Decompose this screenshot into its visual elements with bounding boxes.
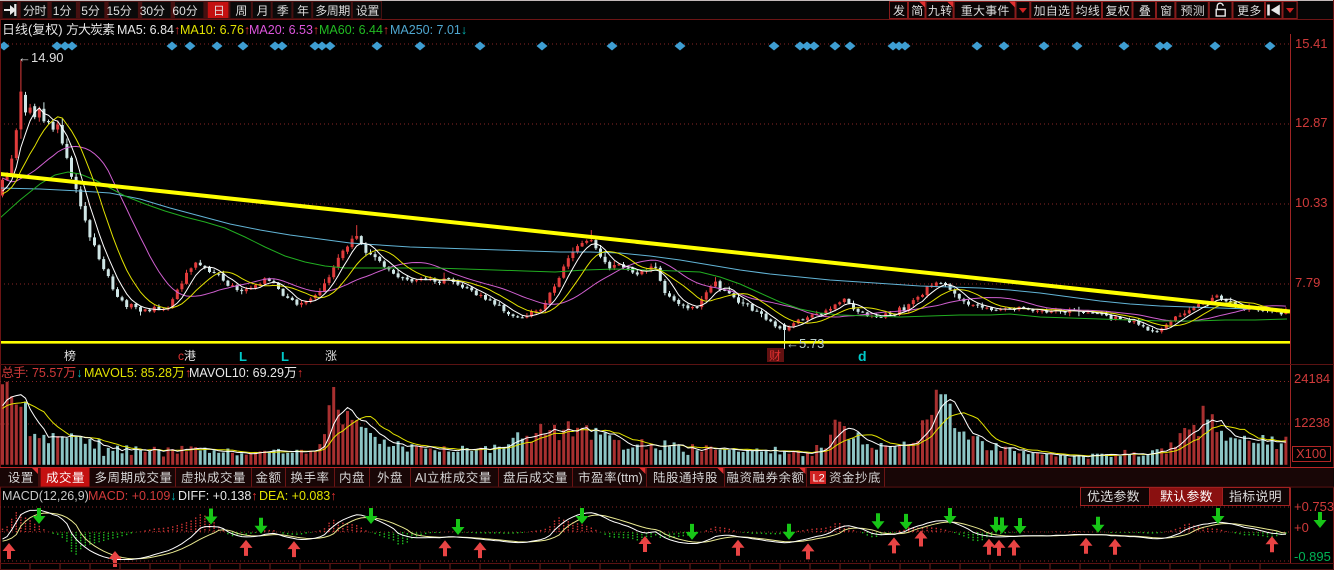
svg-text:←14.90: ←14.90 — [18, 50, 64, 65]
svg-text:MA60: 6.44: MA60: 6.44 — [319, 23, 383, 37]
svg-text:10.33: 10.33 — [1295, 195, 1328, 210]
svg-text:↑: ↑ — [185, 366, 191, 380]
svg-text:: 75.57: : 75.57 — [25, 366, 63, 380]
svg-text:←5.73: ←5.73 — [786, 336, 824, 351]
svg-text:(ttm): (ttm) — [617, 471, 643, 485]
svg-text:L: L — [239, 349, 247, 364]
svg-text:MA10: 6.76: MA10: 6.76 — [180, 23, 244, 37]
svg-text:↓: ↓ — [461, 23, 467, 37]
svg-text:↑: ↑ — [251, 489, 257, 503]
svg-text:1: 1 — [53, 4, 60, 18]
svg-text:+0: +0 — [1294, 520, 1309, 535]
svg-text:MAVOL10: 69.29: MAVOL10: 69.29 — [189, 366, 284, 380]
svg-text:12.87: 12.87 — [1295, 115, 1328, 130]
svg-text:d: d — [858, 348, 867, 364]
svg-text:+0.753: +0.753 — [1294, 499, 1334, 514]
svg-text:MAVOL5: 85.28: MAVOL5: 85.28 — [84, 366, 172, 380]
svg-text:MA250: 7.01: MA250: 7.01 — [390, 23, 461, 37]
svg-text:X100: X100 — [1296, 446, 1326, 461]
svg-text:c: c — [178, 349, 184, 363]
svg-text:60: 60 — [172, 4, 186, 18]
svg-text:↑: ↑ — [244, 23, 250, 37]
svg-text:DIFF: +0.138: DIFF: +0.138 — [178, 489, 251, 503]
svg-text:DEA: +0.083: DEA: +0.083 — [259, 489, 330, 503]
svg-text:-0.895: -0.895 — [1294, 549, 1331, 564]
svg-text:): ) — [58, 22, 62, 37]
svg-text:30: 30 — [140, 4, 154, 18]
svg-text:15.41: 15.41 — [1295, 36, 1328, 51]
svg-text:↑: ↑ — [297, 366, 303, 380]
svg-text:12238: 12238 — [1294, 415, 1330, 430]
svg-text:↑: ↑ — [313, 23, 319, 37]
svg-text:(: ( — [28, 22, 33, 37]
svg-text:↑: ↑ — [383, 23, 389, 37]
svg-text:AI: AI — [415, 471, 427, 485]
svg-text:L2: L2 — [813, 473, 825, 485]
svg-text:↓: ↓ — [170, 489, 176, 503]
svg-text:MACD: +0.109: MACD: +0.109 — [88, 489, 170, 503]
svg-text:7.79: 7.79 — [1295, 275, 1320, 290]
svg-text:↑: ↑ — [330, 489, 336, 503]
svg-text:15: 15 — [107, 4, 121, 18]
svg-text:MA5: 6.84: MA5: 6.84 — [117, 23, 174, 37]
svg-text:L: L — [281, 349, 289, 364]
svg-text:24184: 24184 — [1294, 371, 1330, 386]
svg-text:↓: ↓ — [76, 366, 82, 380]
svg-text:5: 5 — [81, 4, 88, 18]
svg-text:MACD(12,26,9): MACD(12,26,9) — [2, 489, 89, 503]
svg-text:MA20: 6.53: MA20: 6.53 — [249, 23, 313, 37]
svg-text:↑: ↑ — [174, 23, 180, 37]
